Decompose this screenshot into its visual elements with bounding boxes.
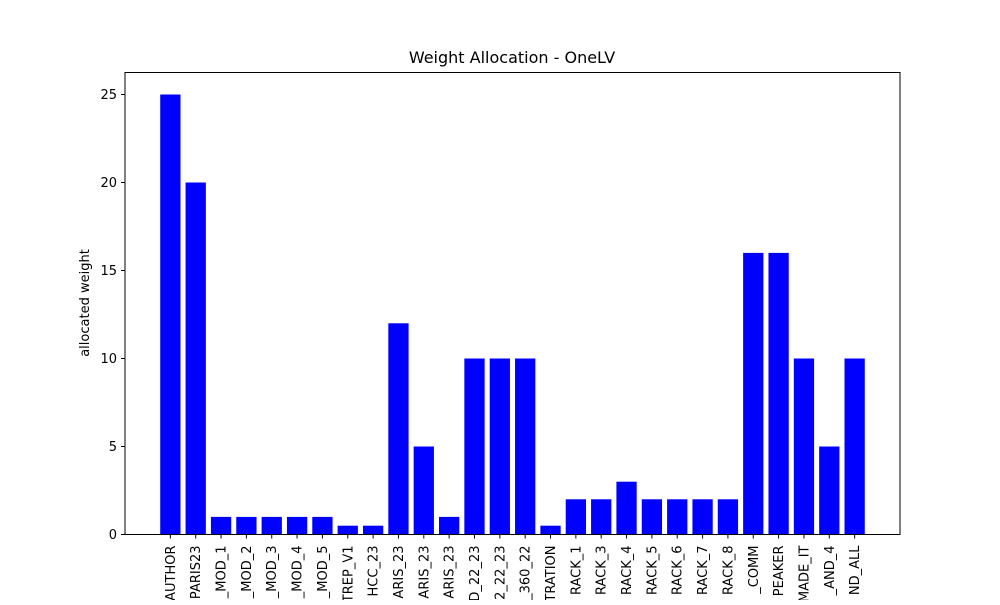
x-tick-label: RACK_4	[620, 546, 635, 596]
plot-frame	[124, 72, 901, 535]
bar	[286, 516, 308, 535]
bar	[413, 446, 434, 535]
x-tick-label: TRATION	[544, 546, 559, 601]
x-tick-label: _MOD_3	[265, 546, 280, 600]
bar	[261, 516, 282, 535]
x-tick-label: RACK_3	[595, 546, 610, 596]
x-tick-label: RACK_6	[671, 546, 686, 596]
y-tick-label: 0	[109, 528, 117, 543]
bar	[591, 499, 612, 535]
x-tick-label: 2_22_23	[493, 546, 508, 600]
x-tick-label: _AND_4	[823, 546, 838, 597]
x-tick-label: AUTHOR	[164, 546, 179, 601]
bar	[388, 323, 409, 535]
bar	[362, 525, 384, 535]
x-tick-label: HCC_23	[367, 546, 382, 597]
y-axis-ticks: 0 5 10 15 20 25	[100, 88, 125, 543]
bar	[160, 94, 181, 535]
bar	[540, 525, 561, 535]
x-tick-label: MADE_IT	[797, 545, 812, 600]
x-tick-label: ARIS_23	[443, 546, 458, 599]
x-tick-label: RACK_7	[696, 546, 711, 596]
bar	[439, 516, 460, 535]
bar	[185, 182, 206, 535]
x-tick-label: PARIS23	[189, 546, 204, 600]
y-tick-label: 5	[109, 440, 117, 455]
y-axis-label: allocated weight	[78, 249, 93, 357]
bar	[565, 499, 586, 535]
bar	[210, 516, 232, 535]
x-tick-label: RACK_8	[721, 546, 736, 596]
x-tick-label: PEAKER	[772, 546, 787, 597]
x-tick-label: ARIS_23	[417, 546, 432, 599]
x-tick-label: _MOD_1	[215, 546, 230, 600]
x-tick-label: _MOD_5	[316, 546, 331, 600]
bar	[616, 481, 637, 535]
y-tick-label: 25	[100, 88, 117, 103]
bar	[515, 358, 536, 535]
bar	[844, 358, 865, 535]
x-tick-label: _360_22	[519, 546, 534, 601]
x-tick-label: _COMM	[747, 546, 762, 595]
bar	[692, 499, 713, 535]
x-tick-label: RACK_1	[569, 546, 584, 596]
bar	[489, 358, 510, 535]
x-tick-label: RACK_5	[645, 546, 660, 596]
bar	[793, 358, 815, 535]
bar	[717, 499, 739, 535]
bar	[337, 525, 358, 535]
y-tick-label: 15	[100, 264, 117, 279]
chart-title: Weight Allocation - OneLV	[409, 48, 615, 67]
bar	[464, 358, 485, 535]
bar	[819, 446, 840, 535]
bar	[312, 516, 333, 535]
y-tick-label: 20	[100, 176, 117, 191]
x-tick-label: D_22_23	[468, 546, 483, 601]
bar	[667, 499, 688, 535]
bars-group	[160, 94, 865, 535]
x-axis-ticks: AUTHOR PARIS23 _MOD_1 _MOD_2 _MOD_3 _MOD_4 _MO…	[164, 534, 863, 603]
bar	[641, 499, 663, 535]
x-tick-label: _MOD_2	[240, 546, 255, 600]
x-tick-label: ND_ALL	[848, 545, 863, 595]
bar	[768, 252, 789, 535]
y-tick-label: 10	[100, 352, 117, 367]
x-tick-label: TREP_V1	[341, 546, 356, 601]
x-tick-label: ARIS_23	[392, 546, 407, 599]
bar	[236, 516, 257, 535]
x-tick-label: _MOD_4	[291, 546, 306, 600]
bar	[743, 252, 764, 535]
